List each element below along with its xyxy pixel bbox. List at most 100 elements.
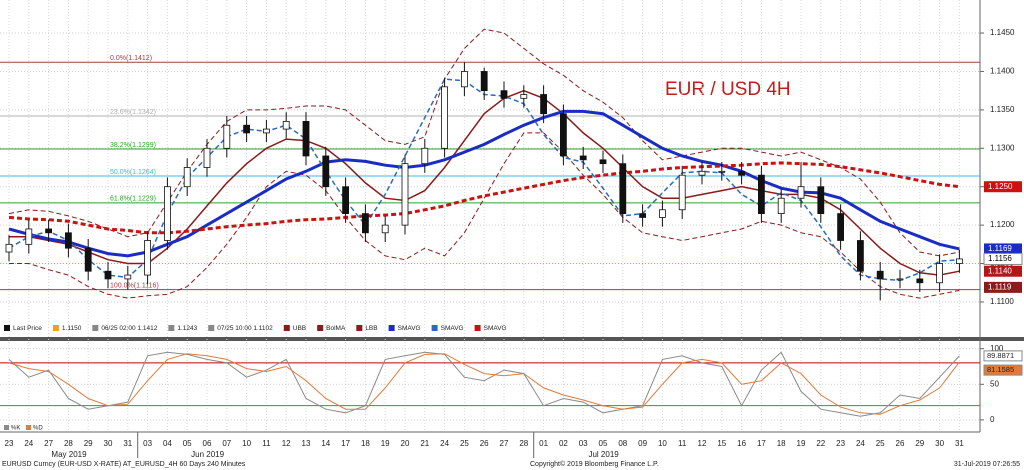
x-tick-label: 31 [123,439,132,448]
fib-label: 50.0%(1.1264) [110,169,156,176]
x-tick-label: 06 [203,439,212,448]
x-tick-label: 30 [104,439,113,448]
x-tick-label: 14 [321,439,330,448]
y-tick-label: 1.1100 [990,297,1014,306]
candle-body [718,170,726,173]
x-tick-label: 29 [915,439,924,448]
y-tick-label: 1.1400 [990,67,1015,76]
panel-separator [0,337,1024,341]
legend-label: SMAVG [441,325,464,332]
footer-right: 31-Jul-2019 07:26:55 [954,461,1020,468]
legend-swatch [208,325,215,331]
candle-body [361,213,369,234]
legend-label: 1.1150 [62,325,82,332]
y-tick-label: 1.1200 [990,220,1015,229]
candle-body [401,163,409,226]
x-tick-label: 11 [262,439,271,448]
candle-body [5,243,13,253]
footer-center: Copyright© 2019 Bloomberg Finance L.P. [530,460,659,468]
x-tick-label: 10 [242,439,251,448]
value-tag-label: 81.1585 [987,365,1014,374]
month-label: Jul 2019 [588,450,619,459]
candle-body [857,240,864,272]
month-label: May 2019 [51,450,87,459]
x-tick-label: 23 [5,439,14,448]
candle-body [421,147,429,165]
legend-swatch [52,325,59,331]
price-tag-label: 1.1156 [988,254,1012,263]
x-tick-label: 18 [361,439,370,448]
x-tick-label: 24 [440,439,449,448]
x-tick-label: 24 [24,439,33,448]
chart-title: EUR / USD 4H [665,79,791,100]
y-tick-label: 0 [990,415,995,424]
legend-label: BolMA [326,325,346,332]
fib-label: 38.2%(1.1299) [110,142,156,149]
candle-body [916,278,924,284]
price-tag [984,181,1022,193]
candle-body [560,113,567,157]
legend-swatch [356,325,363,331]
candle-body [639,213,646,218]
candle-body [876,270,884,280]
fib-label: 61.8%(1.1229) [110,196,156,203]
price-tag [984,265,1022,277]
candle-body [302,120,310,157]
legend-label: %D [33,426,43,432]
candle-body [619,163,627,215]
candle-body [579,155,587,161]
candle-body [25,228,33,245]
x-tick-label: 31 [955,439,964,448]
x-tick-label: 17 [341,439,350,448]
candle-body [777,197,785,215]
candle-body [599,159,607,165]
candle-body [322,155,330,188]
legend-label: %K [11,426,20,432]
candle-body [817,186,825,215]
candle-body [203,147,211,168]
candle-body [540,94,547,115]
x-tick-label: 21 [420,439,429,448]
x-tick-label: 12 [698,439,707,448]
candle-body [480,71,488,92]
x-tick-label: 03 [143,439,152,448]
legend-swatch [474,325,481,331]
legend-swatch [283,325,290,331]
x-tick-label: 01 [539,439,548,448]
value-tag [983,350,1023,362]
x-tick-label: 07 [222,439,231,448]
legend-swatch [317,325,324,331]
series-line [9,132,960,299]
candle-body [282,120,290,130]
legend-label: 1.1243 [177,325,197,332]
x-tick-label: 11 [678,439,687,448]
x-tick-label: 09 [638,439,647,448]
legend-swatch [168,325,175,331]
value-tag [983,364,1023,376]
x-tick-label: 05 [599,439,608,448]
legend-swatch [4,325,10,331]
candle-body [758,174,765,215]
x-tick-label: 25 [460,439,469,448]
month-label: Jun 2019 [191,450,224,459]
y-tick-label: 1.1300 [990,143,1015,152]
candle-body [460,71,468,88]
candle-body [262,128,270,134]
candle-body [45,228,52,234]
x-tick-label: 23 [836,439,845,448]
x-tick-label: 28 [519,439,528,448]
legend-label: Last Price [13,325,42,332]
x-tick-label: 03 [579,439,588,448]
x-tick-label: 22 [816,439,825,448]
series-line [8,351,960,417]
fib-label: 0.0%(1.1412) [110,55,152,62]
price-tag-label: 1.1169 [988,244,1012,253]
legend-label: SMAVG [484,325,507,332]
y-tick-label: 50 [990,379,999,388]
x-tick-label: 08 [618,439,627,448]
y-tick-label: 1.1350 [990,105,1015,114]
x-tick-label: 26 [480,439,489,448]
x-tick-label: 20 [401,439,410,448]
x-tick-label: 05 [183,439,192,448]
